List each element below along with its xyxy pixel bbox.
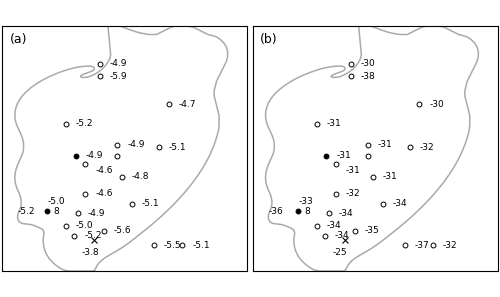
Text: -4.9: -4.9 xyxy=(127,140,144,149)
Text: -31: -31 xyxy=(346,166,360,175)
Text: -32: -32 xyxy=(420,143,434,152)
Text: -4.8: -4.8 xyxy=(132,172,150,181)
Text: -4.6: -4.6 xyxy=(95,189,112,198)
Text: -4.7: -4.7 xyxy=(178,100,196,109)
Text: -31: -31 xyxy=(336,151,351,160)
Text: -3.8: -3.8 xyxy=(82,248,100,257)
Text: (a): (a) xyxy=(10,33,27,46)
Text: -34: -34 xyxy=(338,209,353,218)
Text: -5.5: -5.5 xyxy=(164,241,182,250)
Text: -30: -30 xyxy=(360,59,376,68)
Text: -5.2: -5.2 xyxy=(18,206,36,216)
Text: -5.0: -5.0 xyxy=(76,221,93,230)
Text: -5.1: -5.1 xyxy=(142,199,160,208)
Text: -30: -30 xyxy=(430,100,444,109)
Text: -31: -31 xyxy=(382,172,398,181)
Text: -35: -35 xyxy=(364,226,379,235)
Text: -4.9: -4.9 xyxy=(110,59,128,68)
Text: -34: -34 xyxy=(392,199,407,208)
Text: -5.2: -5.2 xyxy=(84,231,102,240)
Text: -32: -32 xyxy=(443,241,458,250)
Text: -31: -31 xyxy=(378,140,392,149)
Text: -32: -32 xyxy=(346,189,360,198)
Text: (b): (b) xyxy=(260,33,278,46)
Text: -25: -25 xyxy=(332,248,347,257)
Text: -5.6: -5.6 xyxy=(114,226,131,235)
Text: -37: -37 xyxy=(414,241,430,250)
Text: -5.2: -5.2 xyxy=(76,119,93,129)
Text: 8: 8 xyxy=(54,206,60,216)
Text: -5.1: -5.1 xyxy=(169,143,186,152)
Text: 8: 8 xyxy=(304,206,310,216)
Text: -34: -34 xyxy=(335,231,349,240)
Text: -4.9: -4.9 xyxy=(88,209,106,218)
Text: -4.6: -4.6 xyxy=(95,166,112,175)
Text: -38: -38 xyxy=(360,72,376,81)
Text: -34: -34 xyxy=(326,221,341,230)
Text: -5.9: -5.9 xyxy=(110,72,128,81)
Text: -36: -36 xyxy=(268,206,283,216)
Text: -4.9: -4.9 xyxy=(86,151,103,160)
Text: -5.0: -5.0 xyxy=(48,197,65,206)
Text: -5.1: -5.1 xyxy=(192,241,210,250)
Text: -31: -31 xyxy=(326,119,341,129)
Text: -33: -33 xyxy=(298,197,313,206)
